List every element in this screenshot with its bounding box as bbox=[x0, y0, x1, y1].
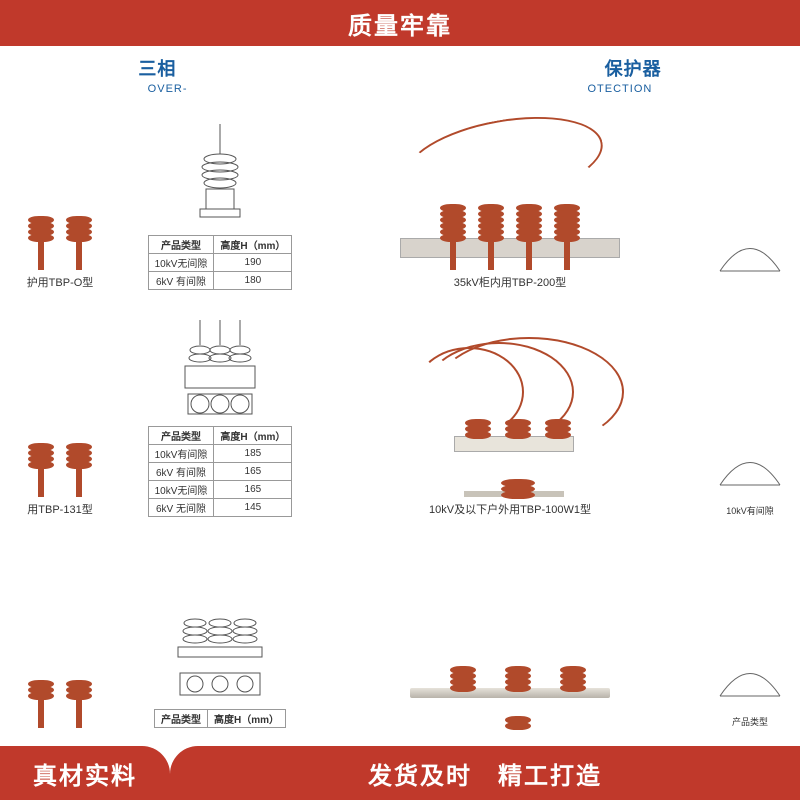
spec-table-2: 产品类型高度H（mm） 10kV有间隙185 6kV 有间隙165 10kV无间… bbox=[148, 426, 293, 517]
product-photo-1: 35kV柜内用TBP-200型 bbox=[320, 90, 700, 302]
right-spec-2: 产品类型 bbox=[732, 715, 768, 728]
caption-right-2: 10kV及以下户外用TBP-100W1型 bbox=[429, 501, 591, 517]
tech-drawing-3 bbox=[170, 593, 270, 703]
product-photo-3 bbox=[320, 529, 700, 741]
th-type: 产品类型 bbox=[148, 426, 214, 444]
arc-drawing-3 bbox=[710, 641, 790, 711]
table-row: 10kV无间隙 bbox=[148, 253, 214, 271]
caption-right-1: 35kV柜内用TBP-200型 bbox=[454, 274, 566, 290]
th-type: 产品类型 bbox=[154, 710, 207, 728]
table-row: 10kV无间隙 bbox=[148, 480, 214, 498]
right-spec-1: 10kV有间隙 bbox=[726, 504, 774, 517]
right-drawing-1 bbox=[700, 90, 800, 302]
page-title: 三相 XXXXXXXXXXXXXXXXXXXXXXXXXXXXXXXX 保护器 … bbox=[0, 55, 800, 95]
spec-table-1: 产品类型高度H（mm） 10kV无间隙190 6kV 有间隙180 bbox=[148, 235, 293, 290]
th-h: 高度H（mm） bbox=[214, 235, 292, 253]
table-row: 145 bbox=[214, 498, 292, 516]
table-row: 6kV 有间隙 bbox=[148, 462, 214, 480]
drawing-1: 产品类型高度H（mm） 10kV无间隙190 6kV 有间隙180 bbox=[120, 90, 320, 302]
table-row: 190 bbox=[214, 253, 292, 271]
th-h: 高度H（mm） bbox=[214, 426, 292, 444]
table-row: 10kV有间隙 bbox=[148, 444, 214, 462]
overlay-banner-left: 真材实料 bbox=[0, 746, 170, 800]
top-banner-text: 质量牢靠 bbox=[348, 6, 452, 41]
insulator-partial-2 bbox=[22, 337, 98, 497]
tech-drawing-1 bbox=[170, 119, 270, 229]
insulator-partial-3 bbox=[22, 568, 98, 728]
insulator-partial-1 bbox=[22, 110, 98, 270]
drawing-2: 产品类型高度H（mm） 10kV有间隙185 6kV 有间隙165 10kV无间… bbox=[120, 302, 320, 529]
table-row: 6kV 无间隙 bbox=[148, 498, 214, 516]
th-h: 高度H（mm） bbox=[207, 710, 285, 728]
overlay-right-text: 发货及时 精工打造 bbox=[368, 756, 602, 791]
left-product-3 bbox=[0, 529, 120, 741]
spec-table-3: 产品类型高度H（mm） bbox=[154, 709, 286, 728]
overlay-left-text: 真材实料 bbox=[33, 756, 137, 791]
table-row: 185 bbox=[214, 444, 292, 462]
drawing-3: 产品类型高度H（mm） bbox=[120, 529, 320, 741]
caption-left-1: 护用TBP-O型 bbox=[27, 274, 94, 290]
title-en-left: OVER- bbox=[148, 83, 188, 95]
tech-drawing-2 bbox=[170, 310, 270, 420]
title-cn: 三相 XXXXXXXXXXXXXXXXXXXXXXXXXXXXXXXX 保护器 bbox=[0, 55, 800, 81]
title-cn-left: 三相 bbox=[138, 59, 176, 79]
left-product-2: 用TBP-131型 bbox=[0, 302, 120, 529]
overlay-banner-right: 发货及时 精工打造 bbox=[170, 746, 800, 800]
th-type: 产品类型 bbox=[148, 235, 214, 253]
title-en: OVER- XXXXXXXXXXXXXXXXXXXXXXXXXXXXXXXXXX… bbox=[0, 83, 800, 95]
table-row: 6kV 有间隙 bbox=[148, 271, 214, 289]
table-row: 165 bbox=[214, 462, 292, 480]
arc-drawing-1 bbox=[710, 216, 790, 286]
title-en-right: OTECTION bbox=[587, 83, 652, 95]
top-quality-banner: 质量牢靠 bbox=[0, 0, 800, 46]
right-drawing-3: 产品类型 bbox=[700, 529, 800, 741]
product-photo-2: 10kV及以下户外用TBP-100W1型 bbox=[320, 302, 700, 529]
arc-drawing-2 bbox=[710, 430, 790, 500]
table-row: 180 bbox=[214, 271, 292, 289]
table-row: 165 bbox=[214, 480, 292, 498]
right-drawing-2: 10kV有间隙 bbox=[700, 302, 800, 529]
catalog-grid: 护用TBP-O型 产品类型高度H（mm） 10kV无间隙190 6kV 有间隙1… bbox=[0, 90, 800, 740]
caption-left-2: 用TBP-131型 bbox=[27, 501, 92, 517]
title-cn-right: 保护器 bbox=[605, 59, 662, 79]
left-product-1: 护用TBP-O型 bbox=[0, 90, 120, 302]
